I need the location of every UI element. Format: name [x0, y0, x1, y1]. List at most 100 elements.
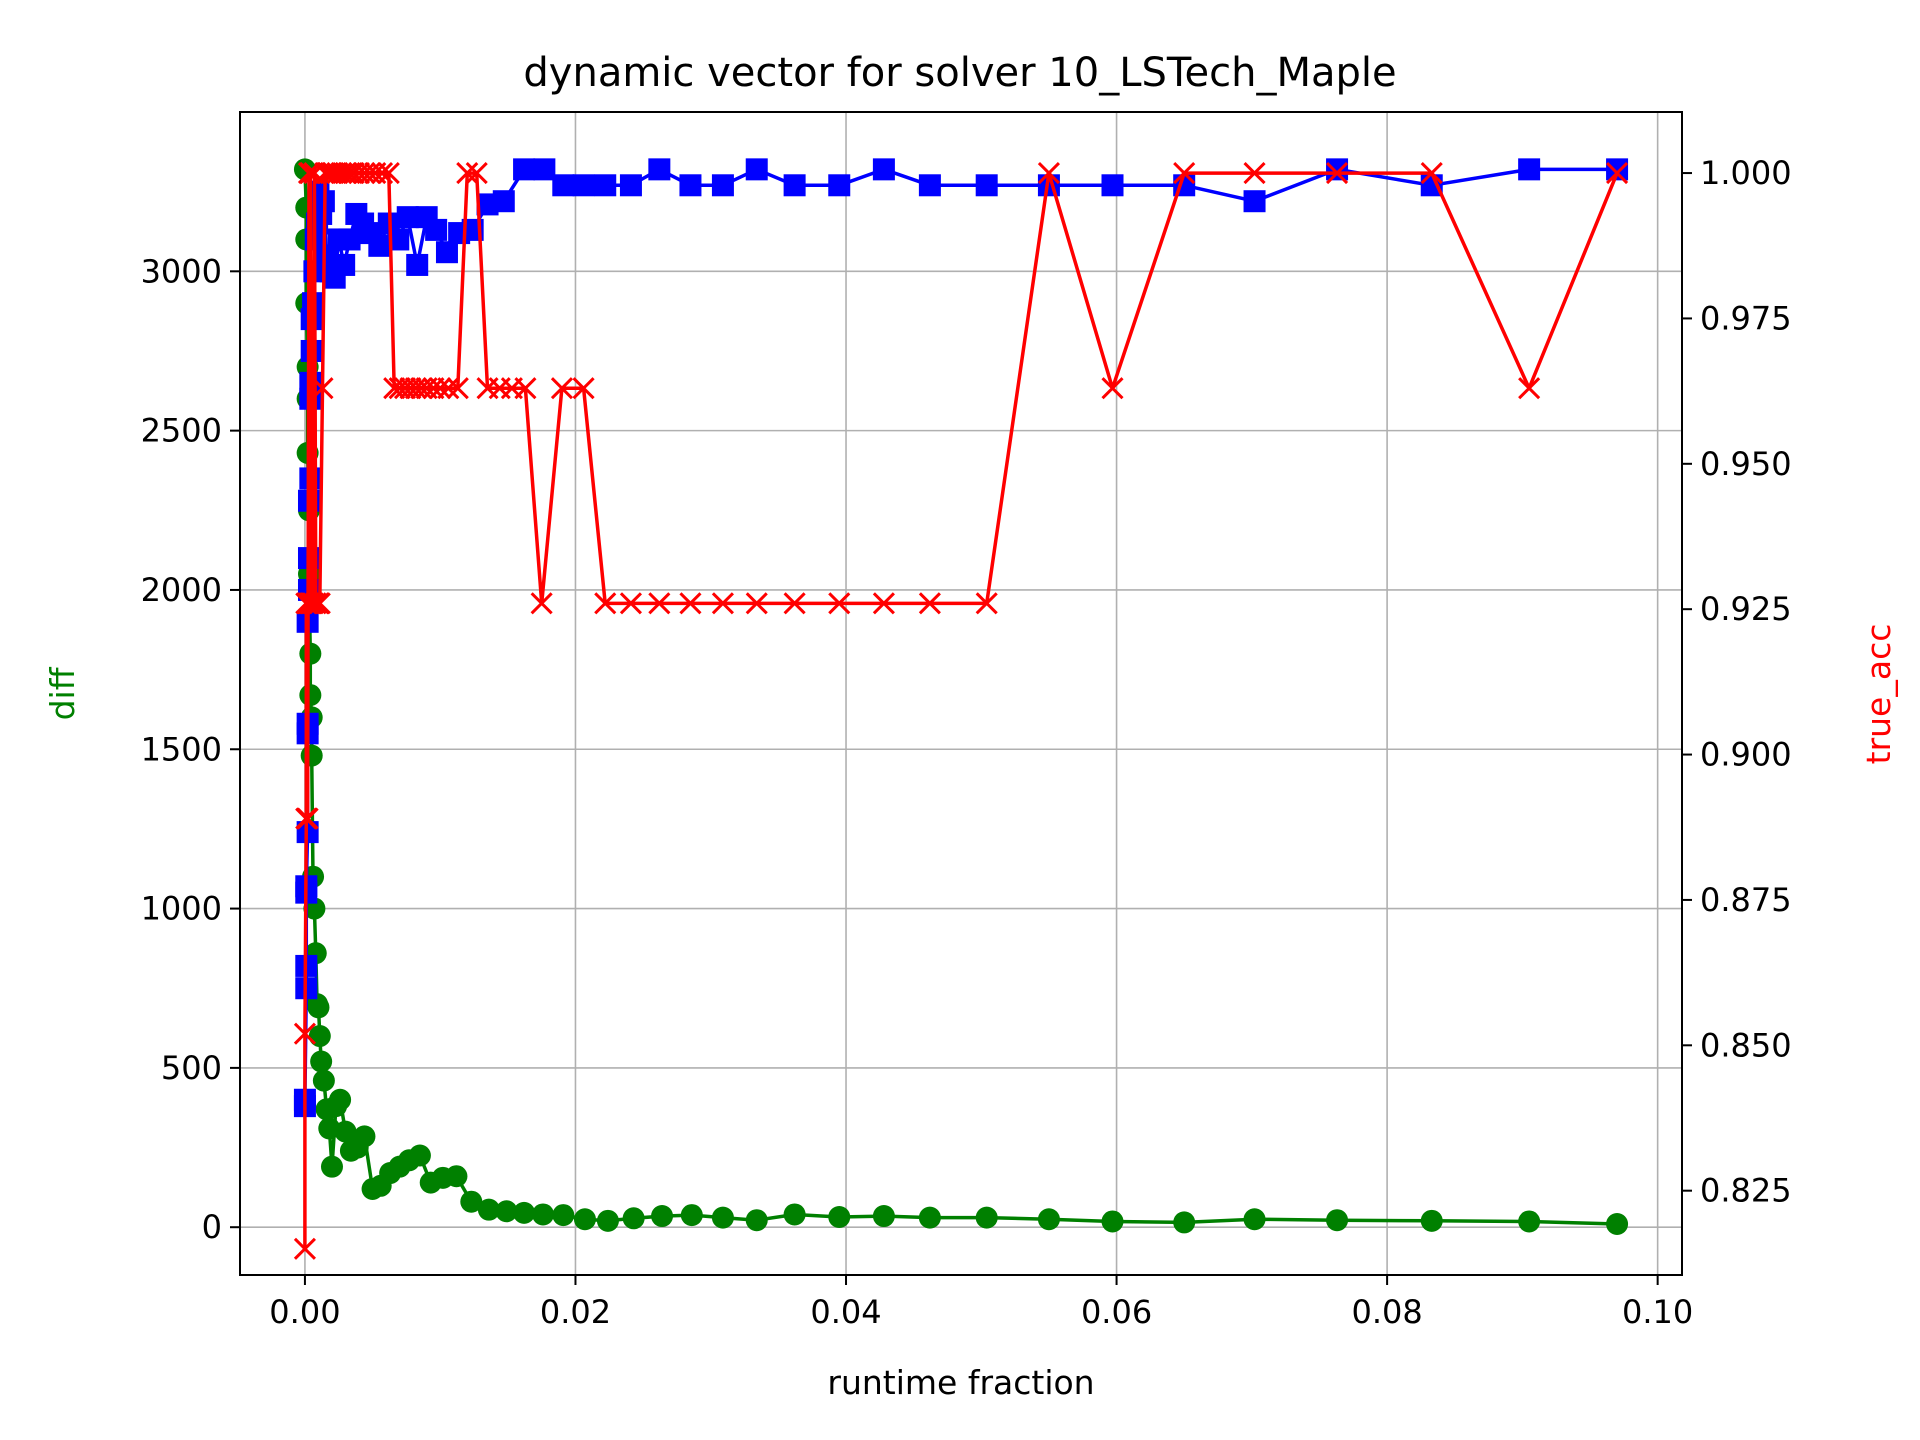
- data-point: [477, 1198, 500, 1221]
- data-point: [429, 377, 452, 400]
- right-y-axis-title: true_acc: [1859, 624, 1898, 765]
- left-y-axis-title: diff: [43, 666, 82, 720]
- data-point: [1037, 1208, 1060, 1231]
- data-point: [320, 1155, 343, 1178]
- data-point: [387, 228, 410, 251]
- data-point: [310, 1050, 333, 1073]
- data-point: [828, 1206, 851, 1229]
- data-point: [918, 174, 941, 197]
- data-point: [783, 592, 806, 615]
- data-point: [495, 1200, 518, 1223]
- left-y-tick-label: 1500: [141, 730, 222, 768]
- right-y-tick-label: 0.875: [1700, 881, 1792, 919]
- x-tick-label: 0.04: [810, 1293, 881, 1331]
- data-point: [304, 592, 327, 615]
- data-point: [353, 1125, 376, 1148]
- data-point: [651, 1205, 674, 1228]
- data-point: [513, 1201, 536, 1224]
- left-y-tick-label: 2000: [141, 571, 222, 609]
- data-point: [301, 592, 325, 615]
- data-point: [437, 377, 460, 400]
- data-point: [745, 158, 768, 181]
- data-point: [334, 1120, 357, 1143]
- right-y-tick-label: 0.925: [1700, 590, 1792, 628]
- data-point: [1173, 161, 1196, 185]
- data-point: [745, 592, 768, 615]
- x-axis: 0.00 0.02 0.04 0.06 0.08 0.10: [269, 1275, 1693, 1331]
- data-point: [1606, 158, 1629, 181]
- data-point: [975, 174, 998, 197]
- data-point: [514, 377, 537, 400]
- right-y-tick-label: 1.000: [1700, 154, 1792, 192]
- data-point: [679, 174, 702, 197]
- data-point: [745, 1209, 768, 1232]
- data-point: [1243, 1208, 1266, 1231]
- data-point: [1518, 1210, 1541, 1233]
- data-point: [532, 1203, 555, 1226]
- data-point: [1326, 1209, 1349, 1232]
- data-point: [368, 234, 391, 257]
- right-y-tick-label: 0.850: [1700, 1026, 1792, 1064]
- left-y-axis: 0 500 1000 1500 2000 2500 3000: [141, 252, 240, 1246]
- right-y-tick-label: 0.950: [1700, 445, 1792, 483]
- data-point: [460, 1190, 483, 1213]
- data-point: [975, 1206, 998, 1229]
- data-point: [435, 241, 458, 264]
- data-point: [619, 592, 642, 615]
- x-tick-label: 0.08: [1351, 1293, 1422, 1331]
- data-point: [312, 1069, 335, 1092]
- data-point: [307, 996, 330, 1019]
- data-point: [573, 1208, 596, 1231]
- plot-frame: [239, 111, 1683, 1276]
- left-y-tick-label: 1000: [141, 890, 222, 928]
- left-y-tick-label: 0: [202, 1208, 222, 1246]
- x-tick-label: 0.00: [269, 1293, 340, 1331]
- series-layer: [293, 158, 1629, 1260]
- data-point: [572, 377, 595, 400]
- data-point: [680, 1204, 703, 1227]
- grid-lines: [240, 112, 1682, 1275]
- chart-title: dynamic vector for solver 10_LSTech_Mapl…: [523, 50, 1396, 96]
- data-point: [370, 161, 394, 185]
- data-point: [406, 253, 429, 276]
- data-point: [622, 1207, 645, 1230]
- data-point: [342, 161, 365, 185]
- data-point: [1037, 161, 1060, 185]
- data-point: [872, 158, 895, 181]
- left-y-tick-label: 500: [161, 1049, 222, 1087]
- x-tick-label: 0.10: [1622, 1293, 1693, 1331]
- data-point: [530, 592, 553, 615]
- data-point: [711, 592, 734, 615]
- data-point: [300, 744, 323, 767]
- data-point: [408, 1144, 431, 1167]
- data-point: [1326, 158, 1349, 181]
- data-point: [1243, 190, 1266, 213]
- data-point: [299, 684, 322, 707]
- data-point: [1101, 174, 1124, 197]
- data-point: [446, 377, 469, 400]
- data-point: [513, 158, 536, 181]
- data-point: [293, 1237, 316, 1260]
- data-point: [353, 161, 376, 185]
- data-point: [1101, 377, 1124, 400]
- right-y-tick-label: 0.900: [1700, 736, 1792, 774]
- data-point: [1518, 377, 1541, 400]
- data-point: [975, 592, 998, 615]
- left-y-tick-label: 3000: [141, 252, 222, 290]
- data-point: [783, 1203, 806, 1226]
- data-point: [399, 377, 422, 400]
- data-point: [783, 174, 806, 197]
- data-point: [533, 158, 556, 181]
- data-point: [492, 190, 515, 213]
- data-point: [308, 592, 331, 615]
- data-point: [648, 158, 671, 181]
- right-y-tick-label: 0.825: [1700, 1172, 1792, 1210]
- data-point: [393, 377, 417, 400]
- data-point: [299, 642, 322, 665]
- data-point: [572, 174, 595, 197]
- left-y-tick-label: 2500: [141, 412, 222, 450]
- data-point: [388, 377, 411, 400]
- data-point: [1420, 1209, 1443, 1232]
- data-point: [465, 161, 488, 185]
